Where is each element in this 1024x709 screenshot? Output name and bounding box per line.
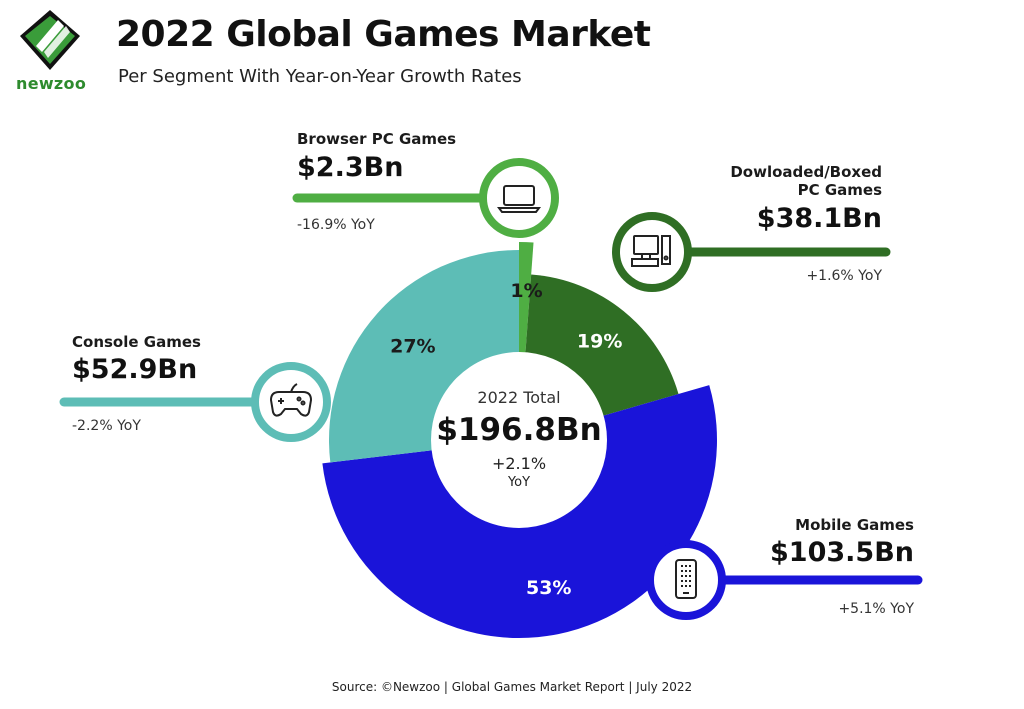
badge-browser bbox=[479, 158, 559, 238]
source-note: Source: ©Newzoo | Global Games Market Re… bbox=[331, 680, 693, 694]
newzoo-logo bbox=[20, 10, 80, 70]
center-growth-unit: YoY bbox=[507, 475, 531, 490]
logo-wordmark: newzoo bbox=[16, 74, 87, 93]
laptop-icon bbox=[497, 185, 541, 213]
smartphone-icon bbox=[675, 559, 697, 599]
center-growth-value: +2.1% bbox=[491, 454, 547, 473]
center-total-value: $196.8Bn bbox=[436, 412, 602, 448]
segment-yoy-console: -2.2% YoY bbox=[72, 418, 141, 434]
segment-yoy-mobile: +5.1% YoY bbox=[838, 601, 914, 617]
logo-mark-stripe-1 bbox=[36, 20, 64, 52]
badge-pc bbox=[612, 212, 692, 292]
gamepad-icon bbox=[269, 383, 313, 417]
segment-name-pc-line1: Dowloaded/Boxed bbox=[730, 163, 882, 181]
segment-value-browser: $2.3Bn bbox=[297, 152, 404, 183]
badge-console bbox=[251, 362, 331, 442]
chart-title: 2022 Global Games Market bbox=[116, 14, 651, 55]
center-hole bbox=[431, 352, 607, 528]
segment-name-pc-line2: PC Games bbox=[797, 181, 882, 199]
share-label-browser: 1% bbox=[510, 280, 542, 302]
segment-value-console: $52.9Bn bbox=[72, 354, 198, 385]
segment-name-browser: Browser PC Games bbox=[297, 130, 457, 148]
chart-subtitle: Per Segment With Year-on-Year Growth Rat… bbox=[118, 66, 522, 87]
share-label-console: 27% bbox=[390, 336, 435, 358]
segment-yoy-browser: -16.9% YoY bbox=[297, 217, 375, 233]
logo-mark-stripe-2 bbox=[44, 26, 70, 58]
center-total-label: 2022 Total bbox=[477, 388, 561, 407]
share-label-mobile: 53% bbox=[526, 577, 571, 599]
segment-yoy-pc: +1.6% YoY bbox=[806, 268, 882, 284]
desktop-computer-icon bbox=[631, 235, 671, 267]
segment-value-mobile: $103.5Bn bbox=[770, 537, 914, 568]
segment-name-console: Console Games bbox=[72, 333, 201, 351]
segment-name-mobile: Mobile Games bbox=[795, 516, 914, 534]
share-label-pc: 19% bbox=[577, 331, 622, 353]
segment-value-pc: $38.1Bn bbox=[756, 203, 882, 234]
